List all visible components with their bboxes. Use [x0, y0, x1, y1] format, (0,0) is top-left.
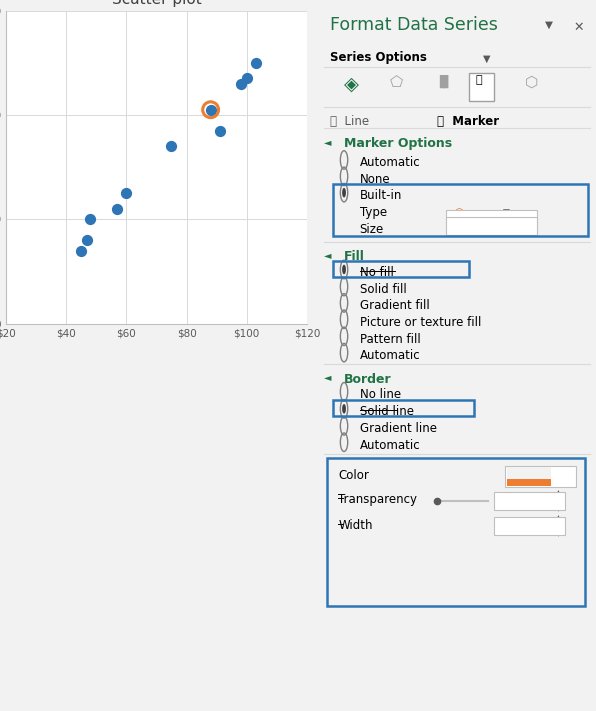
Circle shape [342, 188, 346, 198]
Text: Solid line: Solid line [359, 405, 414, 418]
Text: Built-in: Built-in [359, 189, 402, 202]
Point [206, 104, 215, 115]
Text: 0%: 0% [498, 494, 517, 507]
Text: ▼: ▼ [557, 507, 561, 513]
Text: 〜  Line: 〜 Line [330, 115, 369, 128]
Text: ✎: ✎ [511, 468, 522, 481]
Point [251, 57, 260, 68]
Text: Type: Type [359, 206, 387, 219]
Text: Gradient fill: Gradient fill [359, 299, 429, 312]
Text: ○: ○ [453, 207, 464, 220]
Text: No fill: No fill [359, 266, 393, 279]
Text: No line: No line [359, 388, 401, 401]
Text: 〜  Marker: 〜 Marker [437, 115, 499, 128]
Text: Series Options: Series Options [330, 51, 427, 64]
Point [82, 235, 92, 246]
Text: ⬡: ⬡ [525, 75, 539, 90]
Text: Color: Color [339, 469, 370, 482]
Bar [327, 458, 585, 606]
Text: ▲: ▲ [557, 490, 561, 496]
Text: ▲: ▲ [528, 215, 533, 220]
Bar [333, 400, 474, 416]
Circle shape [342, 264, 346, 274]
Text: 🌄: 🌄 [476, 75, 482, 85]
Bar [446, 210, 536, 230]
Text: Gradient line: Gradient line [359, 422, 437, 435]
Text: ▲: ▲ [557, 515, 561, 520]
Title: Scatter plot: Scatter plot [111, 0, 201, 6]
Text: Fill: Fill [344, 250, 365, 263]
Text: ✕: ✕ [573, 21, 584, 33]
Bar [494, 517, 565, 535]
Text: Size: Size [359, 223, 384, 236]
Point [113, 203, 122, 215]
Text: Format Data Series: Format Data Series [330, 16, 498, 34]
Text: None: None [359, 173, 390, 186]
Text: ◄: ◄ [324, 250, 332, 260]
Text: ▼: ▼ [545, 20, 553, 30]
Point [236, 78, 246, 90]
Text: ▼: ▼ [483, 53, 491, 63]
Bar [333, 184, 588, 236]
Text: Transparency: Transparency [339, 493, 417, 506]
Bar [333, 261, 468, 277]
Point [206, 104, 215, 115]
Text: Pattern fill: Pattern fill [359, 333, 420, 346]
Text: Automatic: Automatic [359, 439, 420, 451]
Text: Automatic: Automatic [359, 349, 420, 362]
Text: ▼: ▼ [528, 232, 533, 237]
Text: Solid fill: Solid fill [359, 283, 406, 296]
Bar [505, 466, 576, 487]
Point [167, 141, 176, 152]
Text: Border: Border [344, 373, 392, 385]
Point [242, 73, 252, 84]
Bar [507, 479, 551, 486]
Bar [494, 492, 565, 510]
Text: Automatic: Automatic [359, 156, 420, 169]
Point [122, 188, 131, 199]
Text: ◄: ◄ [324, 137, 332, 147]
Bar [446, 217, 536, 235]
Text: ▐▌: ▐▌ [434, 75, 454, 88]
Text: Picture or texture fill: Picture or texture fill [359, 316, 481, 328]
Text: ◄: ◄ [324, 373, 332, 383]
Bar [468, 73, 494, 101]
Text: 1.25 pt: 1.25 pt [498, 519, 541, 532]
Bar [507, 467, 551, 486]
Text: ▼: ▼ [502, 208, 510, 218]
Text: ◈: ◈ [344, 75, 359, 94]
Text: Width: Width [339, 519, 373, 532]
Text: ▼: ▼ [557, 532, 561, 538]
Text: ⬠: ⬠ [389, 75, 402, 90]
Point [215, 125, 225, 137]
Text: Marker Options: Marker Options [344, 137, 452, 150]
Circle shape [342, 404, 346, 414]
Point [85, 213, 95, 225]
Point [76, 245, 86, 256]
Text: ▼: ▼ [553, 469, 560, 479]
Text: 8: 8 [453, 220, 460, 232]
